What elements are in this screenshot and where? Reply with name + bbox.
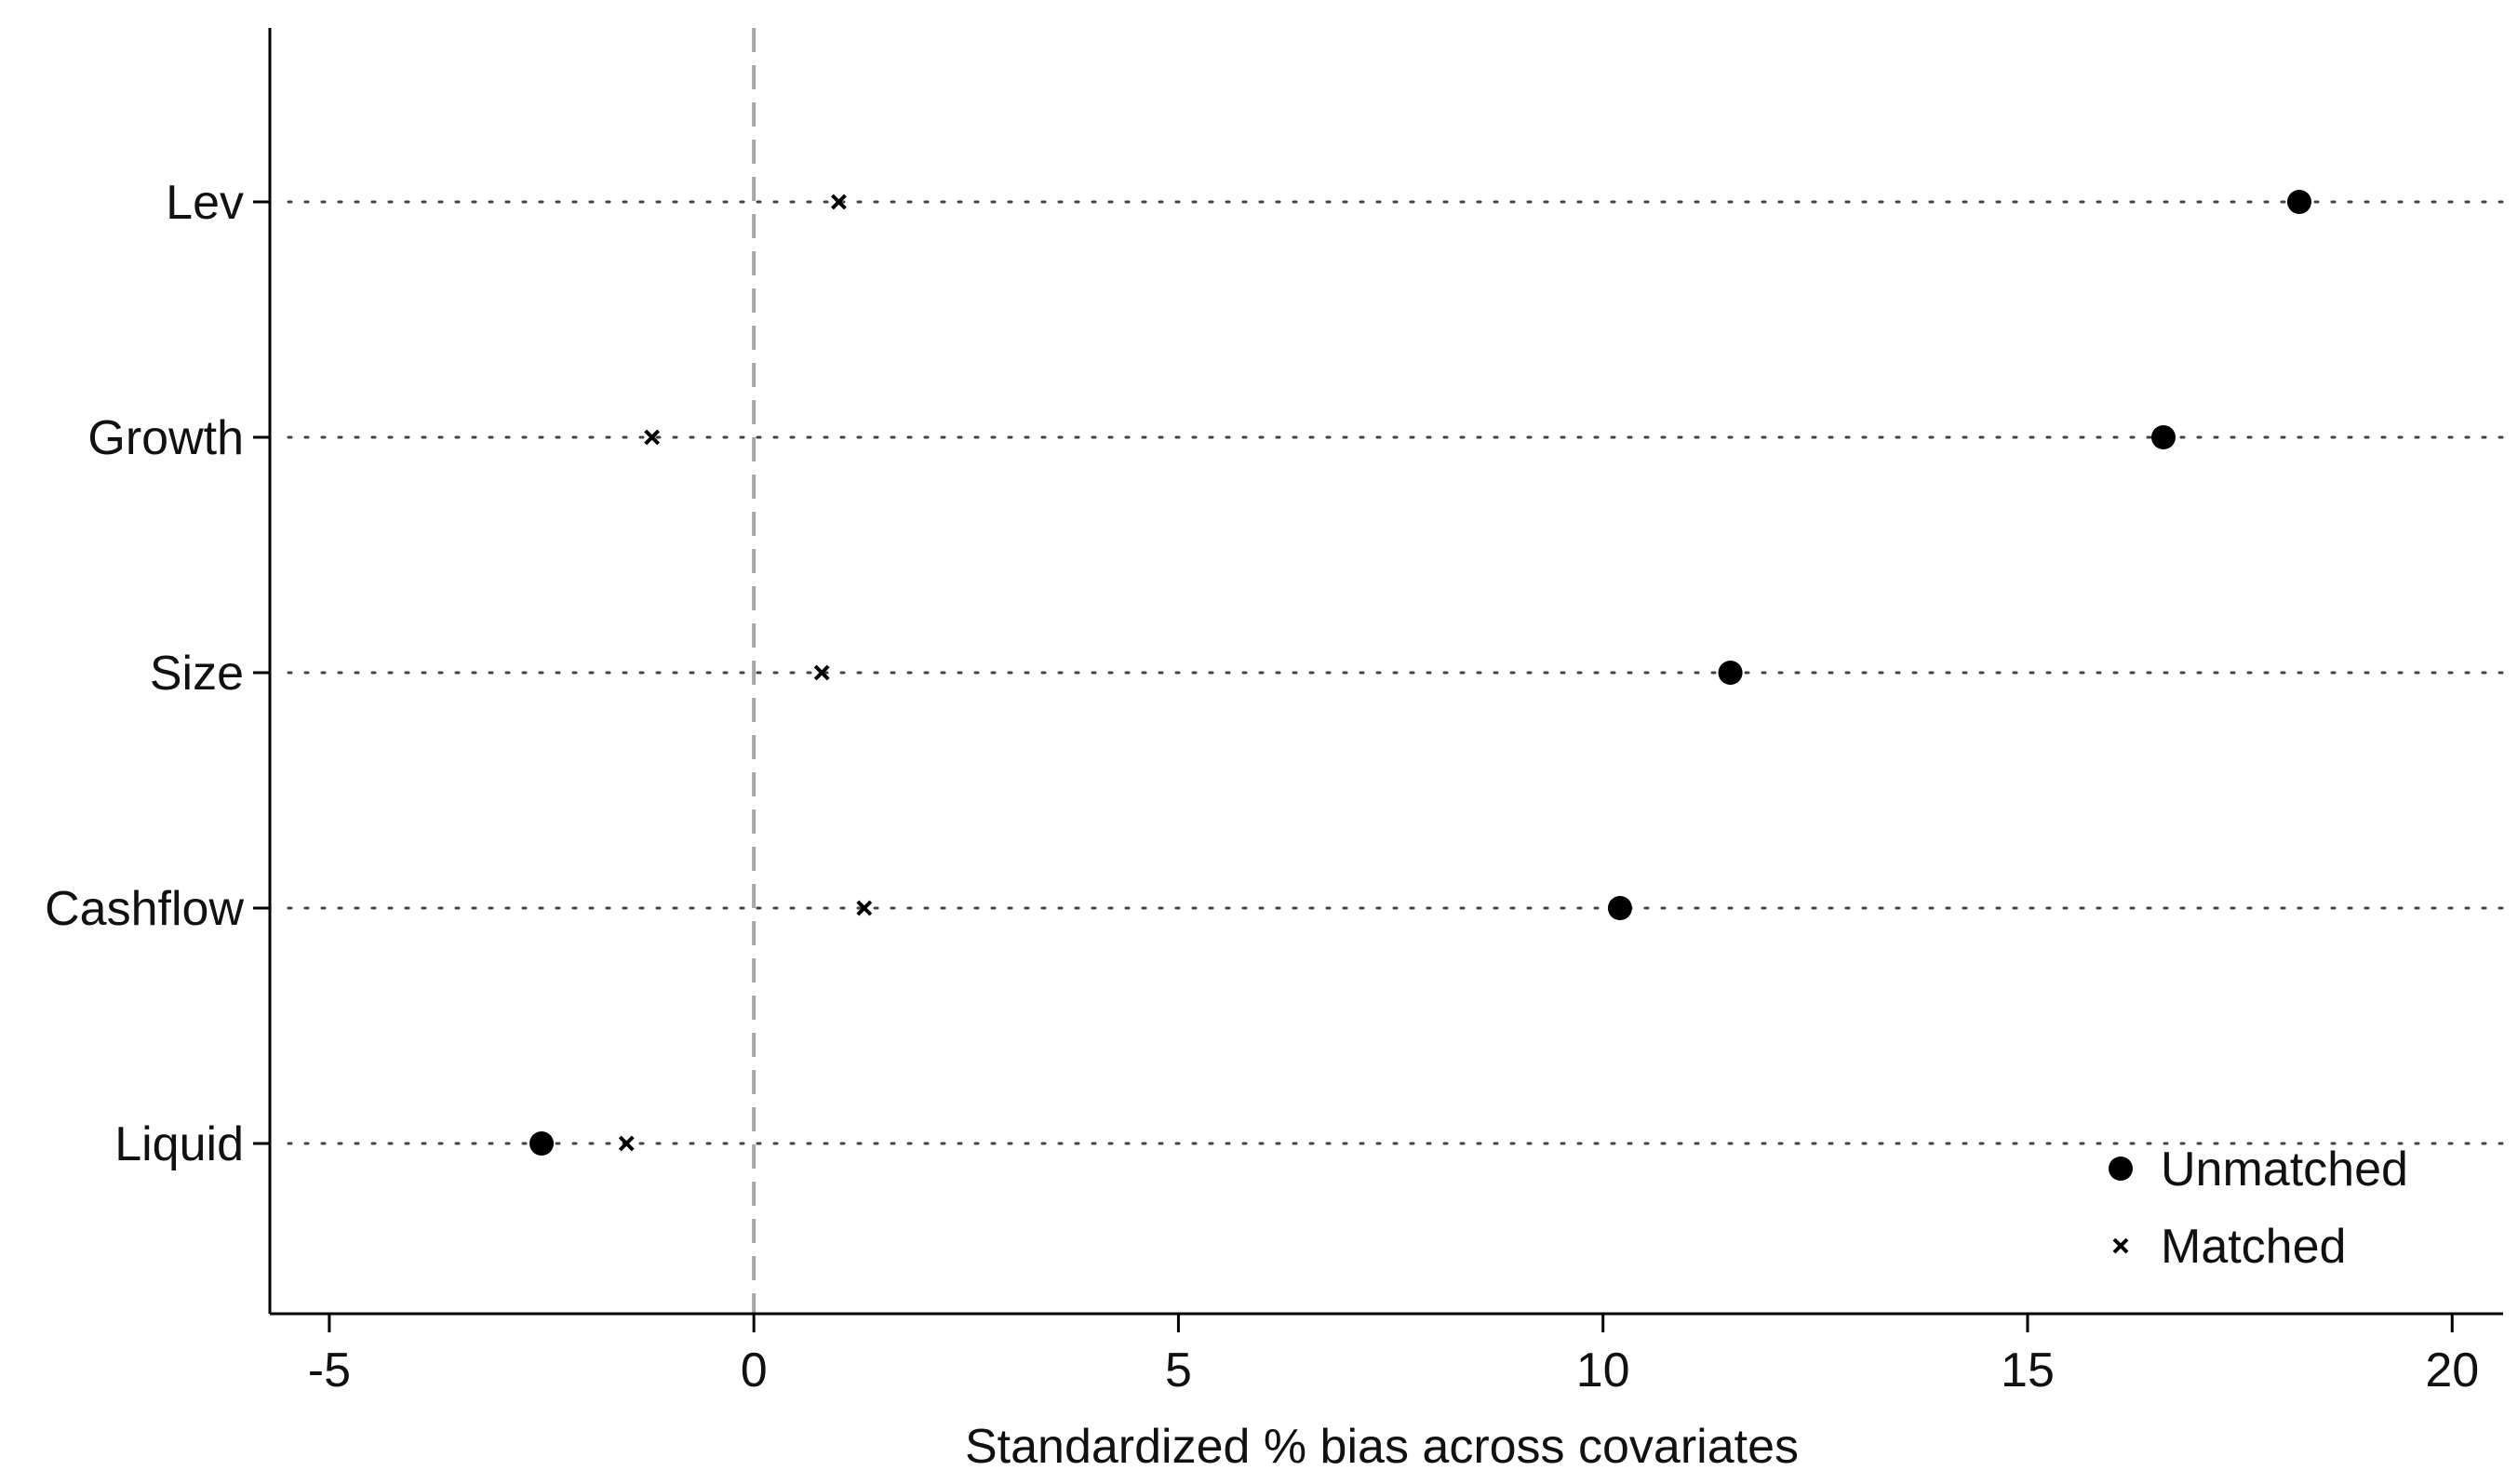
unmatched-point-liquid <box>529 1131 555 1156</box>
category-labels: Lev Growth Size Cashflow Liquid <box>45 176 244 1171</box>
x-tick-label: 5 <box>1165 1344 1192 1397</box>
x-tick-label: 20 <box>2425 1344 2479 1397</box>
x-tick-label: -5 <box>308 1344 351 1397</box>
legend-matched-marker <box>2112 1237 2129 1254</box>
matched-point-growth <box>644 429 661 446</box>
category-label-lev: Lev <box>166 176 244 230</box>
unmatched-point-lev <box>2286 190 2311 214</box>
x-tick-label: 10 <box>1576 1344 1630 1397</box>
axes <box>268 28 2503 1316</box>
x-tick-label: 0 <box>741 1344 768 1397</box>
legend-matched-label: Matched <box>2161 1220 2346 1274</box>
category-label-liquid: Liquid <box>114 1117 244 1171</box>
category-label-size: Size <box>150 647 244 701</box>
x-tick-label: 15 <box>2001 1344 2055 1397</box>
category-label-growth: Growth <box>87 411 244 465</box>
unmatched-point-size <box>1718 661 1743 685</box>
matched-point-size <box>813 664 830 681</box>
data-markers <box>529 190 2311 1156</box>
matched-point-liquid <box>618 1135 635 1152</box>
legend: Unmatched Matched <box>2109 1143 2408 1274</box>
matched-point-lev <box>830 194 847 210</box>
matched-point-cashflow <box>856 900 873 916</box>
unmatched-point-growth <box>2150 425 2176 449</box>
x-ticks: -5 0 5 10 15 20 <box>308 1314 2479 1397</box>
unmatched-point-cashflow <box>1607 896 1632 920</box>
legend-unmatched-marker <box>2109 1156 2133 1181</box>
plot-gridlines <box>253 200 2505 1145</box>
category-label-cashflow: Cashflow <box>45 882 244 936</box>
legend-unmatched-label: Unmatched <box>2161 1143 2408 1197</box>
x-axis-title: Standardized % bias across covariates <box>965 1420 1799 1474</box>
